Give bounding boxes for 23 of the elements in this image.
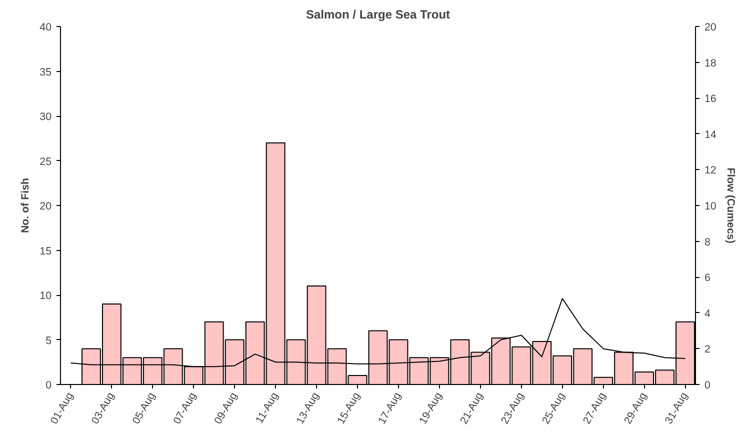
y-tick-label: 10 (40, 290, 52, 302)
y2-tick-label: 14 (704, 128, 716, 141)
y-tick-label: 35 (40, 66, 52, 78)
y-tick-label: 40 (40, 22, 52, 34)
y-tick-label: 15 (40, 245, 52, 258)
y2-tick-label: 18 (704, 57, 716, 70)
y2-tick-label: 16 (704, 93, 716, 106)
y-tick-label: 25 (40, 156, 52, 168)
y2-axis-title: Flow (Cumecs) (724, 168, 736, 244)
y2-tick-label: 0 (704, 380, 710, 392)
y2-tick-label: 6 (704, 272, 710, 284)
y-tick-label: 30 (40, 111, 52, 123)
y2-tick-label: 4 (704, 308, 710, 320)
y2-tick-label: 12 (704, 164, 716, 177)
chart-title: Salmon / Large Sea Trout (306, 8, 450, 22)
y-tick-label: 0 (46, 380, 52, 392)
y-tick-label: 5 (46, 334, 52, 347)
y-tick-label: 20 (40, 200, 52, 212)
y2-tick-label: 2 (704, 344, 710, 356)
y2-tick-label: 8 (704, 236, 710, 248)
y2-tick-label: 20 (704, 22, 716, 34)
y2-tick-label: 10 (704, 200, 716, 212)
y-axis-title: No. of Fish (20, 178, 32, 234)
